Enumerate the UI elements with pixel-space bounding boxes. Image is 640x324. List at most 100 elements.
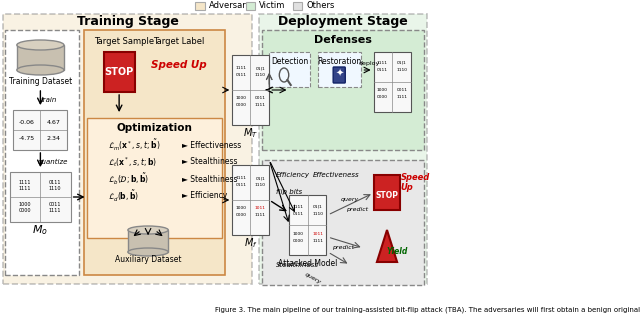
Text: 4.67: 4.67 [47,120,61,124]
Text: $\mathcal{L}_m(\mathbf{x}^*, s, t; \tilde{\mathbf{b}})$: $\mathcal{L}_m(\mathbf{x}^*, s, t; \tild… [108,137,160,153]
Text: 01|1: 01|1 [255,176,266,180]
Text: Figure 3. The main pipeline of our training-assisted bit-flip attack (TBA). The : Figure 3. The main pipeline of our train… [216,307,640,313]
Text: 1111: 1111 [19,179,31,184]
Text: STOP: STOP [376,191,399,200]
Text: Stealthiness: Stealthiness [276,262,319,268]
Text: 0111: 0111 [377,68,388,72]
Bar [232,165,269,235]
Text: Optimization: Optimization [117,123,193,133]
Text: 1111: 1111 [236,66,246,70]
Text: 1110: 1110 [255,73,266,77]
Text: Target Label: Target Label [153,38,204,47]
Text: 01|1: 01|1 [397,61,406,65]
Text: Victim: Victim [259,2,285,10]
Text: Others: Others [306,2,335,10]
Text: deploy: deploy [359,62,380,66]
Polygon shape [377,230,397,262]
Text: $M_T$: $M_T$ [243,126,258,140]
Text: 1000: 1000 [236,96,246,100]
Text: Effectiveness: Effectiveness [313,172,360,178]
Bar [232,55,269,125]
Text: $M_f$: $M_f$ [244,236,257,250]
Text: predict: predict [332,246,355,250]
Text: ✦: ✦ [335,69,343,79]
Text: Yield: Yield [387,248,408,257]
Text: Restoration: Restoration [317,57,362,66]
Text: ► Effectiveness: ► Effectiveness [182,141,241,149]
Ellipse shape [17,40,64,50]
Text: predict: predict [346,207,368,213]
Text: 0011: 0011 [255,96,266,100]
Text: ► Stealthiness: ► Stealthiness [182,175,237,183]
Bar [88,118,222,238]
Circle shape [279,68,289,82]
Text: 01|1: 01|1 [313,205,323,209]
Text: query: query [341,198,359,202]
Text: 1000: 1000 [377,88,388,92]
Text: 0000: 0000 [236,103,246,107]
Text: 1000: 1000 [292,232,303,236]
Text: 1110: 1110 [396,68,407,72]
Bar [289,195,326,255]
Ellipse shape [128,248,168,256]
Bar [17,45,64,70]
Text: ► Stealthiness: ► Stealthiness [182,157,237,167]
Text: $M_o$: $M_o$ [33,223,49,237]
Text: 1111: 1111 [377,61,388,65]
Bar [128,230,168,252]
Text: Training Dataset: Training Dataset [9,77,72,87]
Text: STOP: STOP [104,67,134,77]
Text: Speed Up: Speed Up [150,60,206,70]
Text: 1110: 1110 [255,183,266,187]
Text: Auxiliary Dataset: Auxiliary Dataset [115,256,181,264]
Text: 0111: 0111 [292,212,303,216]
Text: ► Efficiency: ► Efficiency [182,191,227,201]
Text: 1111: 1111 [255,103,266,107]
Text: Target Sample: Target Sample [95,38,155,47]
Bar [374,52,410,112]
Text: 2.34: 2.34 [47,135,61,141]
Text: 0000: 0000 [19,209,31,214]
Ellipse shape [17,65,64,75]
Text: $\mathcal{L}_t(\mathbf{x}^*, s, t; \mathbf{b})$: $\mathcal{L}_t(\mathbf{x}^*, s, t; \math… [108,155,157,169]
Text: -0.06: -0.06 [19,120,35,124]
Text: 0111: 0111 [236,183,246,187]
Bar [317,52,362,87]
Text: 0000: 0000 [377,95,388,99]
Text: -4.75: -4.75 [19,135,35,141]
Text: 1000: 1000 [236,206,246,210]
Text: 1011: 1011 [255,206,266,210]
Bar [3,14,252,284]
Text: 0000: 0000 [236,213,246,217]
Text: query: query [304,271,322,285]
Text: Defenses: Defenses [314,35,372,45]
Text: 1110: 1110 [312,212,323,216]
Text: Attacked Model: Attacked Model [278,259,337,268]
Bar [246,2,255,10]
Text: Efficiency: Efficiency [276,172,310,178]
Text: 1110: 1110 [49,187,61,191]
Bar [104,52,134,92]
Text: Detection: Detection [271,57,308,66]
Text: train: train [41,97,58,103]
Text: 1011: 1011 [312,232,323,236]
Text: 1111: 1111 [236,176,246,180]
FancyBboxPatch shape [333,67,345,83]
Bar [374,175,401,210]
Text: 01|1: 01|1 [255,66,266,70]
Bar [259,14,428,284]
Text: Deployment Stage: Deployment Stage [278,16,408,29]
Bar [84,30,225,275]
Text: Speed: Speed [401,173,429,182]
Bar [195,2,205,10]
Text: Training Stage: Training Stage [77,16,179,29]
Text: 1111: 1111 [49,209,61,214]
Text: 1111: 1111 [312,239,323,243]
Text: 1111: 1111 [292,205,303,209]
Bar [262,160,424,285]
Text: Adversary: Adversary [209,2,252,10]
Text: 0011: 0011 [396,88,407,92]
Bar [13,110,67,150]
Ellipse shape [128,226,168,234]
Bar [10,172,70,222]
